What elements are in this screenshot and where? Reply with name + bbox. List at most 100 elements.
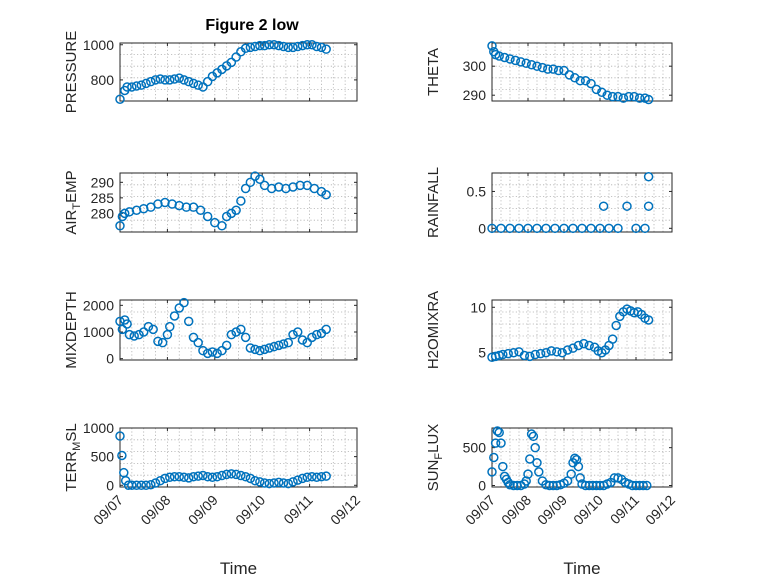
x-tick-label: 09/08 (498, 492, 534, 528)
data-point (183, 316, 194, 327)
data-point (571, 455, 582, 465)
data-point (293, 41, 303, 52)
data-point (165, 472, 175, 483)
data-point (622, 201, 632, 211)
data-point (629, 91, 639, 102)
axes-frame (491, 427, 673, 488)
data-point (259, 344, 270, 355)
data-point (316, 471, 327, 482)
data-point (217, 345, 227, 356)
data-point (288, 477, 298, 487)
data-point (307, 332, 317, 343)
y-axis-label: PRESSURE (63, 31, 80, 114)
y-tick-label: 290 (463, 87, 487, 103)
x-tick-label: 09/12 (642, 492, 678, 528)
data-point (496, 223, 506, 234)
x-tick-label: 09/10 (232, 492, 268, 528)
data-point (136, 480, 147, 491)
data-point (269, 40, 279, 50)
data-point (521, 476, 531, 486)
data-point (217, 470, 227, 481)
data-point (557, 347, 567, 358)
data-point (226, 469, 237, 479)
data-point (584, 340, 594, 351)
data-point (577, 223, 587, 234)
data-point (255, 174, 265, 184)
data-point (492, 426, 503, 436)
data-point (160, 75, 170, 85)
data-point (499, 52, 510, 63)
data-point (255, 345, 265, 356)
axes-frame (491, 42, 673, 102)
data-point (553, 65, 564, 76)
data-point (231, 52, 241, 62)
data-point (525, 351, 535, 362)
data-point (231, 327, 241, 337)
data-point (181, 202, 192, 212)
x-tick-label: 09/07 (90, 492, 126, 528)
data-point (321, 324, 331, 335)
data-point (245, 343, 256, 353)
data-point (236, 324, 246, 335)
data-point (311, 472, 322, 483)
data-point (288, 42, 298, 53)
axes-frame (491, 299, 673, 361)
data-point (573, 340, 584, 351)
data-point (264, 478, 275, 489)
data-point (283, 42, 294, 53)
axes-frame (491, 172, 673, 233)
data-point (613, 91, 623, 102)
data-point (207, 347, 218, 357)
data-point (487, 467, 497, 477)
x-tick-label: 09/07 (462, 492, 498, 528)
data-point (155, 74, 166, 84)
data-point (516, 57, 526, 67)
data-point (183, 473, 194, 483)
data-point (508, 347, 519, 358)
data-point (124, 329, 135, 340)
data-point (321, 44, 331, 54)
data-point (153, 336, 163, 347)
data-point (489, 452, 499, 463)
data-point (195, 205, 206, 216)
data-point (174, 471, 184, 482)
data-point (514, 223, 524, 234)
data-point (129, 331, 139, 341)
data-point (586, 223, 596, 234)
data-point (115, 431, 125, 441)
data-point (496, 438, 506, 448)
data-point (494, 51, 504, 61)
data-point (165, 75, 175, 85)
data-point (221, 469, 232, 480)
data-point (264, 343, 275, 353)
data-point (255, 40, 265, 51)
axes-frame (119, 42, 358, 102)
data-point (607, 91, 618, 102)
x-tick-label: 09/11 (607, 492, 643, 528)
data-point (519, 350, 530, 361)
data-point (487, 223, 497, 234)
data-point (226, 329, 237, 340)
x-tick-label: 09/08 (137, 492, 173, 528)
data-point (532, 458, 542, 468)
data-point (131, 480, 142, 491)
data-point (532, 223, 542, 234)
data-point (613, 223, 623, 234)
data-point (283, 337, 294, 348)
data-point (207, 472, 218, 483)
y-tick-label: 280 (91, 205, 115, 221)
data-point (150, 75, 161, 85)
data-point (618, 93, 629, 103)
y-tick-label: 1000 (83, 420, 114, 436)
data-point (297, 335, 308, 345)
data-point (115, 221, 125, 231)
data-point (198, 82, 208, 92)
subplot-bottom-right: 0 500 SUNFLUX 09/07 09/08 09/09 09/10 09/11 09/1… (425, 424, 678, 578)
data-point (221, 340, 232, 351)
data-point (541, 223, 551, 234)
data-point (568, 223, 578, 234)
data-point (250, 475, 260, 486)
data-point (221, 211, 232, 222)
y-tick-label: 0 (478, 220, 486, 236)
